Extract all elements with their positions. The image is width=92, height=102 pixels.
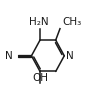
Text: CH₃: CH₃ xyxy=(63,17,82,27)
Text: H₂N: H₂N xyxy=(29,17,48,27)
Text: N: N xyxy=(66,51,74,61)
Text: N: N xyxy=(5,51,13,61)
Text: OH: OH xyxy=(32,73,48,83)
